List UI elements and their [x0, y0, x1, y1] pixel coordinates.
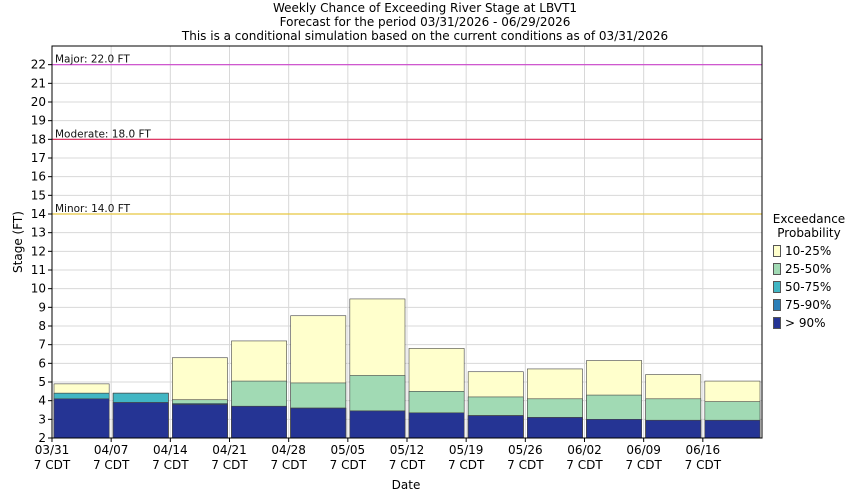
- legend-label: 50-75%: [785, 280, 832, 294]
- y-tick-label: 17: [31, 151, 46, 165]
- x-tick-label-time: 7 CDT: [152, 458, 189, 472]
- x-tick-label-date: 04/28: [271, 443, 306, 457]
- y-tick-label: 22: [31, 58, 46, 72]
- y-tick-label: 11: [31, 263, 46, 277]
- x-tick-label-time: 7 CDT: [330, 458, 367, 472]
- x-tick-label-time: 7 CDT: [507, 458, 544, 472]
- bar-90-04-21: [231, 405, 287, 439]
- y-tick-label: 20: [31, 95, 46, 109]
- chart-title-block: Weekly Chance of Exceeding River Stage a…: [0, 1, 850, 43]
- bar-90-03-31: [53, 398, 110, 439]
- legend-title-line-2: Probability: [777, 226, 841, 240]
- threshold-label: Major: 22.0 FT: [55, 54, 130, 66]
- x-tick-label-time: 7 CDT: [625, 458, 662, 472]
- y-axis-label: Stage (FT): [11, 211, 25, 273]
- x-tick-label-date: 06/16: [686, 443, 721, 457]
- x-tick-label-time: 7 CDT: [389, 458, 426, 472]
- legend-swatch: [773, 263, 781, 275]
- legend-swatch: [773, 299, 781, 311]
- x-tick-label-date: 05/19: [449, 443, 484, 457]
- x-tick-label-time: 7 CDT: [93, 458, 130, 472]
- x-tick-label-time: 7 CDT: [270, 458, 307, 472]
- bar-90-04-07: [112, 402, 169, 439]
- y-tick-label: 4: [38, 394, 46, 408]
- x-tick-label-time: 7 CDT: [34, 458, 71, 472]
- y-tick-label: 8: [38, 319, 46, 333]
- x-tick-label-date: 04/21: [212, 443, 247, 457]
- x-tick-label-time: 7 CDT: [211, 458, 248, 472]
- legend-swatch: [773, 317, 781, 329]
- x-tick-label-date: 06/02: [567, 443, 602, 457]
- legend: Exceedance Probability 10-25% 25-50% 50-75…: [768, 212, 850, 332]
- bar-90-06-09: [645, 419, 702, 439]
- legend-item: 10-25%: [773, 242, 850, 260]
- x-tick-label-time: 7 CDT: [685, 458, 722, 472]
- y-tick-label: 14: [31, 207, 46, 221]
- y-tick-label: 12: [31, 244, 46, 258]
- legend-item: 25-50%: [773, 260, 850, 278]
- x-tick-label-date: 05/26: [508, 443, 543, 457]
- threshold-label: Moderate: 18.0 FT: [55, 128, 151, 140]
- y-tick-label: 3: [38, 412, 46, 426]
- legend-swatch: [773, 245, 781, 257]
- legend-label: 75-90%: [785, 298, 832, 312]
- bar-90-05-26: [527, 417, 583, 439]
- legend-item: > 90%: [773, 314, 850, 332]
- y-tick-label: 21: [31, 76, 46, 90]
- legend-label: > 90%: [785, 316, 826, 330]
- y-tick-label: 18: [31, 132, 46, 146]
- x-tick-label-date: 04/07: [94, 443, 129, 457]
- bar-90-04-14: [172, 404, 228, 439]
- legend-label: 10-25%: [785, 244, 832, 258]
- x-tick-label-date: 05/12: [390, 443, 425, 457]
- y-tick-label: 6: [38, 356, 46, 370]
- chart-subtitle: Forecast for the period 03/31/2026 - 06/…: [279, 15, 571, 29]
- bar-90-05-05: [349, 410, 406, 439]
- threshold-label: Minor: 14.0 FT: [55, 203, 131, 215]
- bar-90-06-02: [586, 419, 642, 439]
- y-tick-label: 15: [31, 188, 46, 202]
- x-tick-label-time: 7 CDT: [448, 458, 485, 472]
- x-tick-label-date: 05/05: [331, 443, 366, 457]
- y-tick-label: 16: [31, 170, 46, 184]
- x-tick-label-date: 03/31: [35, 443, 70, 457]
- y-tick-label: 10: [31, 282, 46, 296]
- x-axis-label: Date: [391, 478, 421, 492]
- bar-90-05-12: [408, 412, 465, 439]
- x-tick-label-time: 7 CDT: [566, 458, 603, 472]
- y-tick-label: 13: [31, 226, 46, 240]
- chart-title: Weekly Chance of Exceeding River Stage a…: [272, 1, 578, 15]
- x-tick-label-date: 04/14: [153, 443, 188, 457]
- legend-swatch: [773, 281, 781, 293]
- chart-subtitle-2: This is a conditional simulation based o…: [181, 29, 669, 43]
- y-tick-label: 5: [38, 375, 46, 389]
- y-tick-label: 9: [38, 300, 46, 314]
- bar-90-06-16: [704, 419, 761, 439]
- bar-90-05-19: [467, 415, 524, 439]
- y-tick-label: 19: [31, 114, 46, 128]
- bar-90-04-28: [290, 407, 347, 439]
- legend-item: 50-75%: [773, 278, 850, 296]
- legend-label: 25-50%: [785, 262, 832, 276]
- legend-title-line-1: Exceedance: [772, 212, 846, 226]
- y-tick-label: 2: [38, 431, 46, 445]
- y-tick-label: 7: [38, 338, 46, 352]
- x-tick-label-date: 06/09: [626, 443, 661, 457]
- legend-item: 75-90%: [773, 296, 850, 314]
